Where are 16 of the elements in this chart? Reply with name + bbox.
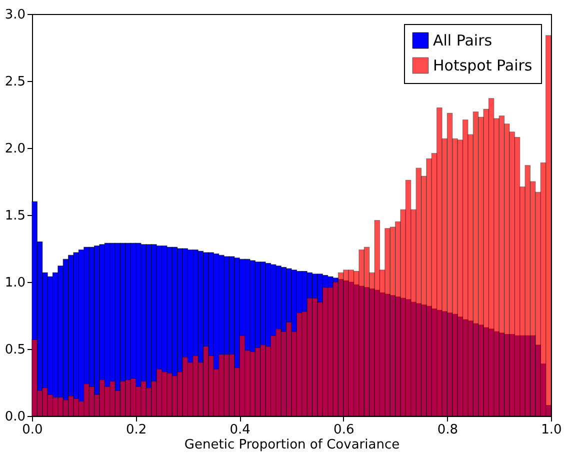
- x-tick-label: 0.4: [230, 422, 250, 438]
- x-axis-title: Genetic Proportion of Covariance: [184, 438, 400, 452]
- legend-label: All Pairs: [433, 32, 492, 50]
- y-tick-label: 1.5: [4, 208, 26, 224]
- x-tick-label: 0.2: [126, 422, 147, 438]
- y-tick-label: 2.0: [4, 142, 26, 156]
- y-tick-label: 0.5: [4, 342, 26, 358]
- x-tick-label: 0.6: [334, 422, 354, 438]
- x-tick-label: 0.0: [22, 422, 43, 438]
- y-tick-label: 1.0: [4, 276, 26, 290]
- y-tick-label: 2.5: [4, 74, 26, 90]
- x-tick-label: 1.0: [541, 422, 562, 438]
- y-tick-label: 0.0: [4, 410, 26, 424]
- legend-label: Hotspot Pairs: [433, 56, 532, 74]
- y-tick-label: 3.0: [4, 8, 26, 22]
- x-tick-label: 0.8: [437, 422, 458, 438]
